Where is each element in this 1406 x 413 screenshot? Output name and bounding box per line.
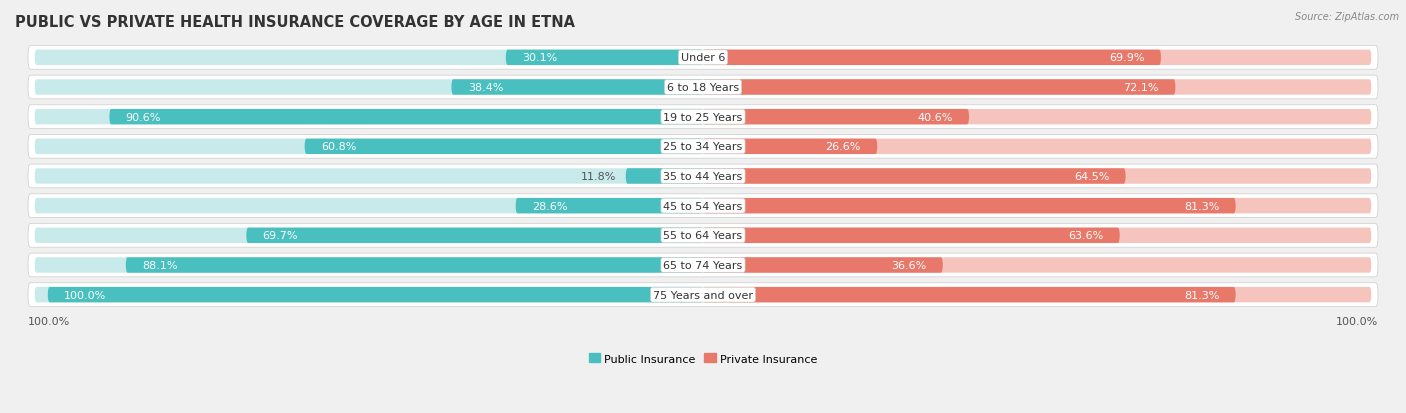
Text: 69.7%: 69.7% (263, 231, 298, 241)
Text: 26.6%: 26.6% (825, 142, 860, 152)
Text: 35 to 44 Years: 35 to 44 Years (664, 171, 742, 182)
Text: Under 6: Under 6 (681, 53, 725, 63)
FancyBboxPatch shape (35, 50, 703, 66)
FancyBboxPatch shape (626, 169, 703, 184)
Text: 69.9%: 69.9% (1109, 53, 1144, 63)
FancyBboxPatch shape (35, 110, 703, 125)
Text: 75 Years and over: 75 Years and over (652, 290, 754, 300)
FancyBboxPatch shape (516, 199, 703, 214)
Text: 100.0%: 100.0% (1336, 317, 1378, 327)
FancyBboxPatch shape (35, 139, 703, 154)
Text: 38.4%: 38.4% (468, 83, 503, 93)
FancyBboxPatch shape (125, 258, 703, 273)
FancyBboxPatch shape (451, 80, 703, 95)
Text: 100.0%: 100.0% (65, 290, 107, 300)
FancyBboxPatch shape (703, 199, 1236, 214)
Text: 36.6%: 36.6% (891, 260, 927, 271)
Text: 81.3%: 81.3% (1184, 201, 1219, 211)
FancyBboxPatch shape (703, 199, 1371, 214)
Text: 6 to 18 Years: 6 to 18 Years (666, 83, 740, 93)
FancyBboxPatch shape (246, 228, 703, 243)
FancyBboxPatch shape (28, 46, 1378, 70)
FancyBboxPatch shape (703, 80, 1371, 95)
FancyBboxPatch shape (703, 228, 1371, 243)
Text: 25 to 34 Years: 25 to 34 Years (664, 142, 742, 152)
FancyBboxPatch shape (35, 287, 703, 303)
FancyBboxPatch shape (35, 228, 703, 243)
FancyBboxPatch shape (35, 258, 703, 273)
FancyBboxPatch shape (703, 139, 877, 154)
FancyBboxPatch shape (703, 139, 1371, 154)
FancyBboxPatch shape (305, 139, 703, 154)
Text: Source: ZipAtlas.com: Source: ZipAtlas.com (1295, 12, 1399, 22)
FancyBboxPatch shape (703, 110, 969, 125)
FancyBboxPatch shape (35, 80, 703, 95)
FancyBboxPatch shape (703, 50, 1161, 66)
Text: 64.5%: 64.5% (1074, 171, 1109, 182)
FancyBboxPatch shape (28, 194, 1378, 218)
Text: 30.1%: 30.1% (522, 53, 557, 63)
FancyBboxPatch shape (28, 135, 1378, 159)
FancyBboxPatch shape (703, 110, 1371, 125)
FancyBboxPatch shape (28, 224, 1378, 247)
FancyBboxPatch shape (110, 110, 703, 125)
FancyBboxPatch shape (703, 80, 1175, 95)
Text: 88.1%: 88.1% (142, 260, 177, 271)
FancyBboxPatch shape (28, 76, 1378, 100)
Text: 65 to 74 Years: 65 to 74 Years (664, 260, 742, 271)
Text: 55 to 64 Years: 55 to 64 Years (664, 231, 742, 241)
Text: 100.0%: 100.0% (28, 317, 70, 327)
FancyBboxPatch shape (28, 283, 1378, 307)
Text: 63.6%: 63.6% (1069, 231, 1104, 241)
FancyBboxPatch shape (703, 50, 1371, 66)
FancyBboxPatch shape (506, 50, 703, 66)
FancyBboxPatch shape (35, 199, 703, 214)
FancyBboxPatch shape (703, 228, 1119, 243)
Text: 40.6%: 40.6% (917, 112, 953, 122)
Text: PUBLIC VS PRIVATE HEALTH INSURANCE COVERAGE BY AGE IN ETNA: PUBLIC VS PRIVATE HEALTH INSURANCE COVER… (15, 15, 575, 30)
FancyBboxPatch shape (703, 169, 1126, 184)
Text: 19 to 25 Years: 19 to 25 Years (664, 112, 742, 122)
FancyBboxPatch shape (703, 258, 1371, 273)
FancyBboxPatch shape (703, 258, 943, 273)
Text: 28.6%: 28.6% (531, 201, 568, 211)
Legend: Public Insurance, Private Insurance: Public Insurance, Private Insurance (583, 349, 823, 368)
Text: 90.6%: 90.6% (125, 112, 162, 122)
FancyBboxPatch shape (28, 254, 1378, 277)
Text: 45 to 54 Years: 45 to 54 Years (664, 201, 742, 211)
FancyBboxPatch shape (35, 169, 703, 184)
FancyBboxPatch shape (703, 287, 1236, 303)
Text: 72.1%: 72.1% (1123, 83, 1159, 93)
FancyBboxPatch shape (28, 106, 1378, 129)
Text: 11.8%: 11.8% (581, 171, 616, 182)
FancyBboxPatch shape (703, 287, 1371, 303)
FancyBboxPatch shape (703, 169, 1371, 184)
FancyBboxPatch shape (48, 287, 703, 303)
FancyBboxPatch shape (28, 165, 1378, 188)
Text: 81.3%: 81.3% (1184, 290, 1219, 300)
Text: 60.8%: 60.8% (321, 142, 356, 152)
